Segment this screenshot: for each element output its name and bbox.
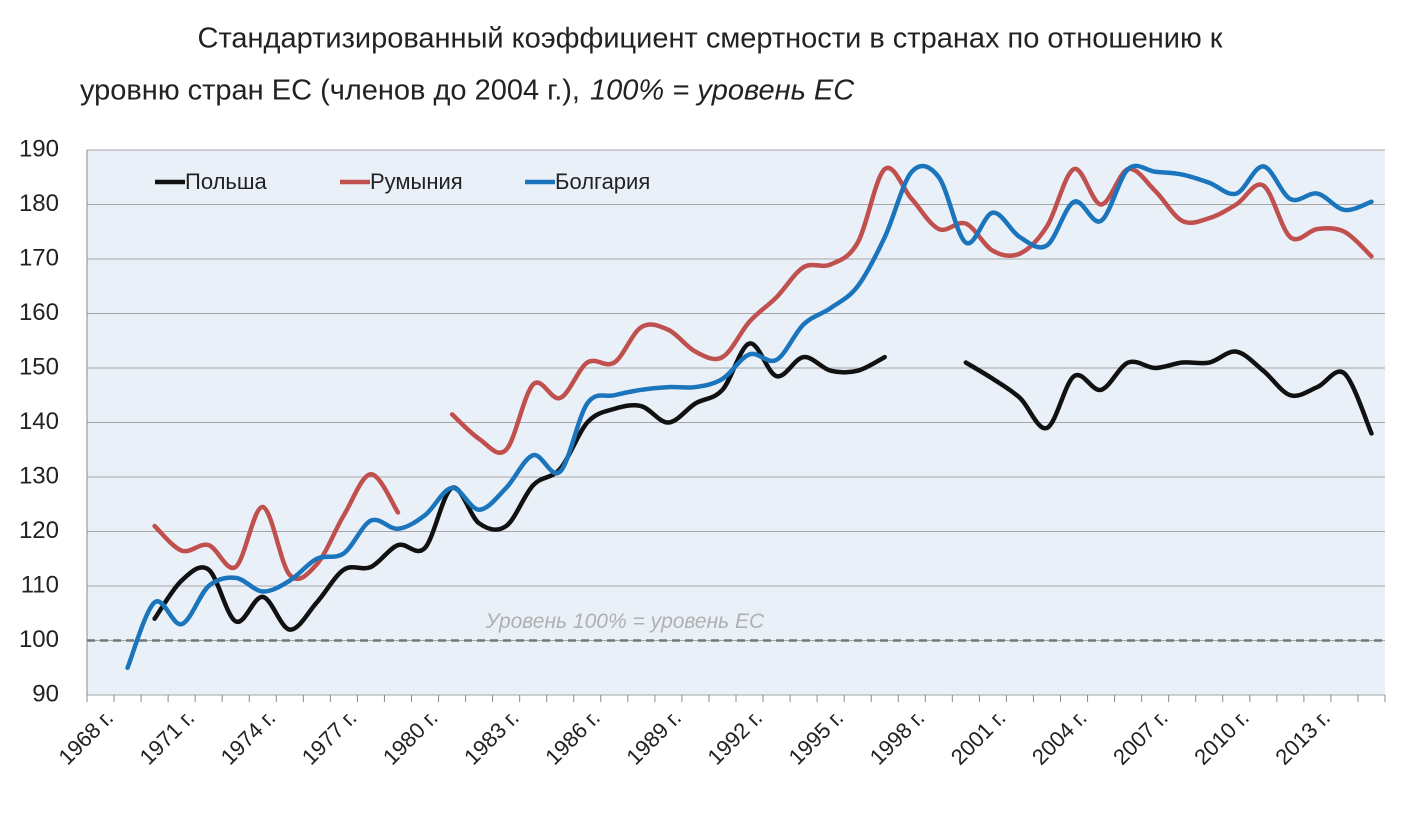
y-tick-label: 120 (19, 517, 59, 544)
x-tick-label: 1998 г. (865, 705, 930, 770)
x-tick-label: 1989 г. (621, 705, 686, 770)
chart-title: уровню стран ЕС (членов до 2004 г.), (80, 75, 580, 107)
x-tick-label: 2013 г. (1270, 705, 1335, 770)
x-tick-label: 1974 г. (216, 705, 281, 770)
x-tick-label: 2001 г. (946, 705, 1011, 770)
y-tick-label: 190 (19, 135, 59, 162)
y-tick-label: 140 (19, 408, 59, 435)
x-tick-label: 1995 г. (784, 705, 849, 770)
legend-label: Болгария (555, 169, 650, 194)
x-tick-label: 2007 г. (1108, 705, 1173, 770)
x-tick-label: 1980 г. (378, 705, 443, 770)
x-tick-label: 1983 г. (459, 705, 524, 770)
x-tick-label: 1992 г. (702, 705, 767, 770)
x-tick-label: 1977 г. (297, 705, 362, 770)
y-tick-label: 150 (19, 353, 59, 380)
chart-title-italic: 100% = уровень ЕС (590, 75, 855, 107)
y-tick-label: 160 (19, 299, 59, 326)
reference-label: Уровень 100% = уровень ЕС (485, 610, 765, 633)
x-tick-label: 1968 г. (53, 705, 118, 770)
legend-label: Польша (185, 169, 268, 194)
y-tick-label: 100 (19, 626, 59, 653)
series-line (152, 165, 1374, 582)
y-tick-label: 110 (21, 571, 59, 598)
series-line (125, 163, 1374, 670)
y-tick-label: 130 (19, 462, 59, 489)
legend-label: Румыния (370, 169, 463, 194)
x-tick-label: 1971 г. (135, 705, 200, 770)
chart-title: Стандартизированный коэффициент смертнос… (198, 23, 1223, 55)
x-tick-label: 2004 г. (1027, 705, 1092, 770)
y-tick-label: 90 (32, 680, 59, 707)
y-tick-label: 180 (19, 190, 59, 217)
x-tick-label: 1986 г. (540, 705, 605, 770)
x-tick-label: 2010 г. (1189, 705, 1254, 770)
y-tick-label: 170 (19, 244, 59, 271)
